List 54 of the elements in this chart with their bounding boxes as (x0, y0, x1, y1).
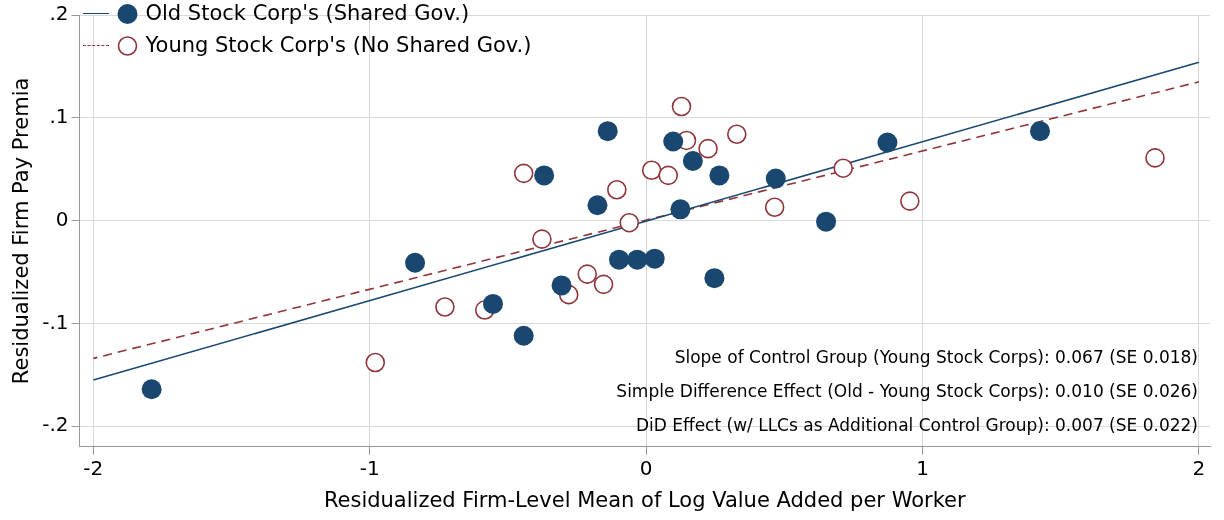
x-axis-title: Residualized Firm-Level Mean of Log Value Added per Worker (323, 487, 966, 512)
point (607, 179, 627, 200)
point (816, 211, 837, 232)
point (1030, 121, 1051, 142)
point (833, 158, 854, 178)
x-tick-label: 2 (1192, 456, 1206, 480)
point (627, 249, 648, 270)
point (587, 195, 608, 216)
point (141, 379, 162, 400)
point (726, 124, 747, 145)
x-tick-label: -1 (359, 456, 380, 480)
point (619, 212, 640, 233)
point (877, 132, 898, 153)
x-tick-label: 1 (916, 456, 929, 480)
point (698, 138, 718, 159)
point (1145, 148, 1165, 168)
point (405, 252, 426, 273)
point (658, 165, 679, 186)
point (483, 293, 503, 314)
annotation: DiD Effect (w/ LLCs as Additional Control Group): 0.007 (SE 0.022) (635, 415, 1198, 436)
point (641, 160, 662, 181)
annotation: Slope of Control Group (Young Stock Corps): 0.067 (SE 0.018) (674, 347, 1198, 368)
point (597, 121, 618, 142)
point (900, 191, 920, 211)
point (704, 268, 725, 289)
y-tick-label: -.2 (42, 412, 69, 437)
point (671, 96, 692, 117)
point (609, 249, 630, 270)
point (513, 325, 534, 346)
x-tick-label: 0 (639, 456, 653, 480)
point (764, 197, 785, 218)
y-axis-title: Residualized Firm Pay Premia (9, 77, 34, 385)
point (682, 150, 703, 171)
point (365, 352, 386, 373)
y-tick-label: 0 (55, 206, 69, 231)
point (709, 165, 730, 186)
point (435, 297, 455, 317)
point (765, 168, 786, 189)
point (593, 274, 614, 295)
point (644, 248, 665, 269)
annotation: Simple Difference Effect (Old - Young Stock Corps): 0.010 (SE 0.026) (616, 381, 1198, 402)
point (670, 199, 691, 220)
point (577, 264, 598, 284)
y-tick-label: .2 (49, 1, 69, 26)
y-tick-label: -.1 (42, 309, 69, 334)
point (551, 275, 572, 296)
legend-label: Old Stock Corp's (Shared Gov.) (145, 1, 470, 26)
point (663, 131, 684, 152)
x-tick-label: -2 (83, 456, 104, 480)
y-tick-label: .1 (49, 104, 69, 129)
point (513, 163, 534, 184)
legend-label: Young Stock Corp's (No Shared Gov.) (144, 33, 532, 58)
point (532, 229, 552, 249)
point (534, 165, 555, 186)
